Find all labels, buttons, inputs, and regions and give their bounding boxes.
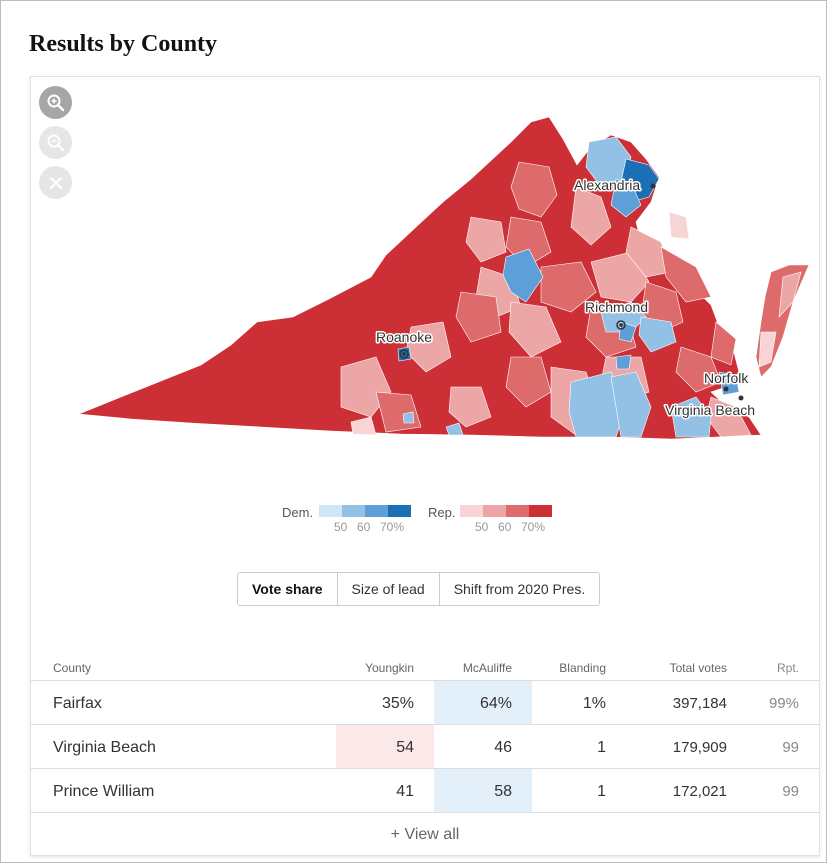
reporting-pct: 99% (768, 695, 799, 712)
legend-dem-swatch-1 (319, 505, 342, 517)
zoom-out-button[interactable] (39, 126, 72, 159)
tab-vote-share[interactable]: Vote share (252, 581, 323, 597)
map-legend: Dem. 50 60 70% Rep. 50 60 70% (31, 503, 819, 543)
legend-dem-tick-70: 70% (380, 520, 405, 534)
legend-rep-tick-60: 60 (498, 520, 512, 534)
map-view-tabs: Vote share Size of lead Shift from 2020 … (237, 572, 601, 606)
legend-rep-swatch-3 (506, 505, 529, 517)
header-reporting[interactable]: Rpt. (776, 661, 799, 675)
state-shape (78, 117, 762, 440)
view-all-button[interactable]: + View all (390, 826, 460, 843)
county-results-table: County Youngkin McAuliffe Blanding Total… (31, 655, 819, 857)
legend-rep-tick-70: 70% (521, 520, 546, 534)
legend-dem-swatch-4 (388, 505, 411, 517)
zoom-in-icon (47, 94, 64, 111)
legend-rep-swatch-1 (460, 505, 483, 517)
table-row: Virginia Beach 54 46 1 179,909 99 (31, 725, 819, 769)
winner-highlight (434, 681, 532, 724)
reporting-pct: 99 (782, 739, 799, 756)
city-label-roanoke: Roanoke (376, 329, 432, 345)
total-votes: 172,021 (672, 783, 727, 800)
zoom-in-button[interactable] (39, 86, 72, 119)
tab-size-of-lead[interactable]: Size of lead (336, 573, 439, 605)
county-name: Virginia Beach (53, 739, 156, 756)
legend-dem-label: Dem. (282, 505, 314, 520)
winner-highlight (434, 769, 532, 812)
table-header: County Youngkin McAuliffe Blanding Total… (31, 655, 819, 681)
reset-zoom-button[interactable] (39, 166, 72, 199)
mcauliffe-share: 58 (494, 783, 512, 800)
youngkin-share: 54 (396, 739, 414, 756)
youngkin-share: 35% (381, 695, 414, 712)
city-markers (399, 183, 744, 401)
city-label-virginia-beach: Virginia Beach (665, 402, 755, 418)
county-name: Prince William (53, 783, 155, 800)
legend-rep-swatch-2 (483, 505, 506, 517)
table-row: Fairfax 35% 64% 1% 397,184 99% (31, 681, 819, 725)
legend-rep-swatch-4 (529, 505, 552, 517)
results-panel: Alexandria Richmond Roanoke Norfolk Virg… (30, 76, 820, 856)
legend-dem-swatch-2 (342, 505, 365, 517)
county-name: Fairfax (53, 695, 102, 712)
header-youngkin[interactable]: Youngkin (365, 661, 414, 675)
city-label-norfolk: Norfolk (704, 370, 749, 386)
total-votes: 179,909 (672, 739, 727, 756)
legend-rep-tick-50: 50 (475, 520, 489, 534)
reporting-pct: 99 (782, 783, 799, 800)
legend-dem-tick-60: 60 (357, 520, 371, 534)
legend-rep-label: Rep. (428, 505, 456, 520)
mcauliffe-share: 64% (479, 695, 512, 712)
city-label-alexandria: Alexandria (574, 177, 640, 193)
rep-lean-counties (340, 161, 802, 438)
blanding-share: 1% (582, 695, 606, 712)
blanding-share: 1 (597, 739, 606, 756)
total-votes: 397,184 (672, 695, 727, 712)
header-mcauliffe[interactable]: McAuliffe (462, 661, 512, 675)
winner-highlight (336, 725, 434, 768)
header-blanding[interactable]: Blanding (559, 661, 606, 675)
header-county[interactable]: County (53, 661, 92, 675)
page-title: Results by County (29, 31, 218, 57)
close-icon (49, 176, 62, 189)
legend-dem-tick-50: 50 (334, 520, 348, 534)
table-row: Prince William 41 58 1 172,021 99 (31, 769, 819, 813)
blanding-share: 1 (597, 783, 606, 800)
zoom-out-icon (47, 134, 64, 151)
virginia-county-map[interactable]: Alexandria Richmond Roanoke Norfolk Virg… (71, 117, 811, 487)
youngkin-share: 41 (396, 783, 414, 800)
dem-counties (397, 136, 740, 438)
header-total-votes[interactable]: Total votes (669, 661, 727, 675)
legend-dem-swatch-3 (365, 505, 388, 517)
mcauliffe-share: 46 (494, 739, 512, 756)
tab-shift-from-2020[interactable]: Shift from 2020 Pres. (438, 573, 600, 605)
city-label-richmond: Richmond (585, 299, 648, 315)
